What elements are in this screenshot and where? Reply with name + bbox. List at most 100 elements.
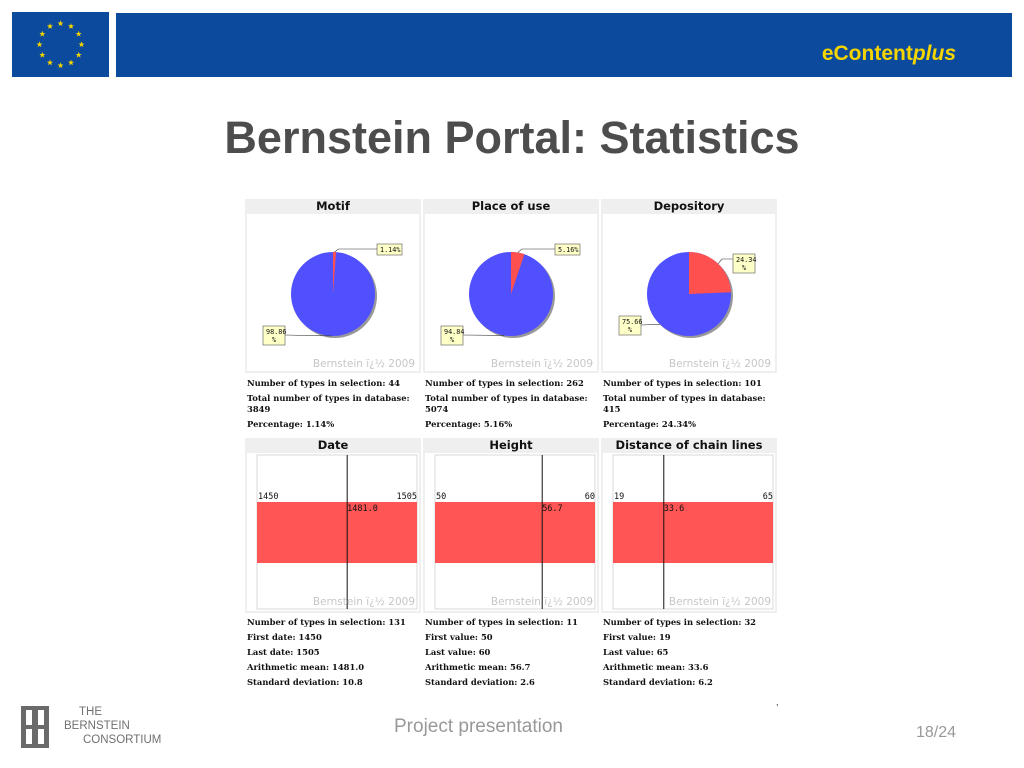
footer-caption: Project presentation <box>394 716 563 737</box>
chart-title: Date <box>317 438 349 452</box>
watermark-text: Bernstein ï¿½ 2009 <box>669 358 771 370</box>
stats-motif: Number of types in selection: 44 Total n… <box>247 378 425 434</box>
leader-line <box>334 248 377 253</box>
flag-star-icon <box>39 30 46 37</box>
leader-line <box>284 334 332 337</box>
chart-panel-height: Height 50 60 56.7 Bernstein ï¿½ 2009 <box>423 438 599 613</box>
stat-line: Number of types in selection: 11 <box>425 617 578 627</box>
flag-star-icon <box>57 62 64 69</box>
bernstein-logo-icon <box>21 706 49 748</box>
stat-line: Percentage: 1.14% <box>247 419 335 429</box>
range-chart-date: 1450 1505 1481.0 Bernstein ï¿½ 2009 <box>256 454 418 610</box>
slice-label-text: % <box>628 326 632 334</box>
range-chart-chain-lines: 19 65 33.6 Bernstein ï¿½ 2009 <box>612 454 774 610</box>
min-label: 50 <box>436 492 446 502</box>
page-number: 18/24 <box>916 724 957 741</box>
stats-depository: Number of types in selection: 101 Total … <box>603 378 781 434</box>
pie-chart-depository: 24.34%75.66%Bernstein ï¿½ 2009 <box>618 252 771 370</box>
stat-line: Last date: 1505 <box>247 647 320 657</box>
pie-slice-selected <box>511 252 525 294</box>
watermark-text: Bernstein ï¿½ 2009 <box>491 596 593 608</box>
stat-line: Last value: 65 <box>603 647 669 657</box>
stat-line: First value: 19 <box>603 632 671 642</box>
flag-star-icon <box>67 59 75 66</box>
slice-label-text: 98.86 <box>266 328 286 336</box>
flag-star-icon <box>67 23 75 29</box>
flag-star-icon <box>75 51 82 58</box>
stat-line: First value: 50 <box>425 632 493 642</box>
slice-label-text: 94.84 <box>444 328 464 336</box>
flag-star-icon <box>46 23 54 29</box>
stat-line: Last value: 60 <box>425 647 491 657</box>
flag-star-icon <box>36 41 43 48</box>
pie-chart-motif: 1.14% 98.86% Bernstein ï¿½ 2009 <box>262 243 415 370</box>
mean-label: 1481.0 <box>347 504 378 514</box>
stat-line: Arithmetic mean: 1481.0 <box>247 662 365 672</box>
leader-line <box>517 248 555 253</box>
stats-place-of-use: Number of types in selection: 262 Total … <box>425 378 603 434</box>
leader-line <box>640 324 660 326</box>
range-chart-height: 50 60 56.7 Bernstein ï¿½ 2009 <box>434 454 596 610</box>
mean-label: 56.7 <box>542 504 562 514</box>
flag-star-icon <box>78 41 85 48</box>
stat-line: Standard deviation: 6.2 <box>603 677 713 687</box>
chart-title: Motif <box>316 199 350 213</box>
stat-line: Number of types in selection: 44 <box>247 378 400 388</box>
chart-title: Depository <box>653 199 725 213</box>
stat-line: Arithmetic mean: 56.7 <box>425 662 531 672</box>
consortium-name: THE BERNSTEIN CONSORTIUM <box>64 706 162 746</box>
pie-slice-selected <box>689 252 731 294</box>
stat-line: Percentage: 5.16% <box>425 419 513 429</box>
chart-panel-depository: Depository 24.34% 75.66% Bernstein ï¿½ 200… <box>601 199 777 373</box>
slice-label: 24.34% <box>732 253 756 274</box>
flag-star-icon <box>75 30 82 37</box>
slice-label: 75.66% <box>618 315 642 336</box>
chart-panel-motif: Motif 1.14% 98.86% Bernstein ï¿½ 2009 <box>245 199 421 373</box>
min-label: 1450 <box>258 492 278 502</box>
slice-label-text: 75.66 <box>622 318 642 326</box>
chart-panel-date: Date 1450 1505 1481.0 Bernstein ï¿½ 2009 <box>245 438 421 613</box>
stat-line: Total number of types in database: 5074 <box>425 393 588 414</box>
slice-label-text: 5.16% <box>558 246 578 254</box>
chart-title: Distance of chain lines <box>615 438 763 452</box>
stats-date: Number of types in selection: 131 First … <box>247 617 425 692</box>
range-bar <box>435 502 595 563</box>
stat-line: First date: 1450 <box>247 632 322 642</box>
stat-line: Number of types in selection: 262 <box>425 378 584 388</box>
stats-chain-lines: Number of types in selection: 32 First v… <box>603 617 781 692</box>
stat-line: Standard deviation: 10.8 <box>247 677 363 687</box>
slice-label: 1.14% <box>376 243 403 256</box>
slice-label: 98.86% <box>262 325 286 346</box>
flag-star-icon <box>57 20 64 27</box>
slice-label-text: % <box>272 336 276 344</box>
stat-line: Number of types in selection: 131 <box>247 617 406 627</box>
stat-line: Percentage: 24.34% <box>603 419 696 429</box>
range-bar <box>613 502 773 563</box>
stat-line: Number of types in selection: 32 <box>603 617 756 627</box>
header-band: eContentplus <box>116 13 1012 77</box>
eu-flag-logo <box>12 12 109 77</box>
leader-line <box>717 258 733 264</box>
chart-panel-chain-lines: Distance of chain lines 19 65 33.6 Bernstei… <box>601 438 777 613</box>
max-label: 65 <box>763 492 773 502</box>
slice-label: 5.16% <box>554 243 581 256</box>
slice-label-text: 24.34 <box>736 256 756 264</box>
stat-line: Arithmetic mean: 33.6 <box>603 662 709 672</box>
flag-star-icon <box>39 51 46 58</box>
pie-slice-selected <box>333 252 337 294</box>
chart-title: Height <box>489 438 533 452</box>
watermark-text: Bernstein ï¿½ 2009 <box>313 596 415 608</box>
slide-title: Bernstein Portal: Statistics <box>224 112 800 163</box>
watermark-text: Bernstein ï¿½ 2009 <box>669 596 771 608</box>
flag-star-icon <box>46 59 54 66</box>
stat-line: Number of types in selection: 101 <box>603 378 762 388</box>
mean-label: 33.6 <box>664 504 684 514</box>
watermark-text: Bernstein ï¿½ 2009 <box>491 358 593 370</box>
stat-line: Total number of types in database: 415 <box>603 393 766 414</box>
slice-label-text: 1.14% <box>380 246 400 254</box>
max-label: 60 <box>585 492 595 502</box>
max-label: 1505 <box>397 492 417 502</box>
stat-line: Total number of types in database: 3849 <box>247 393 410 414</box>
chart-title: Place of use <box>471 199 551 213</box>
slice-label-text: % <box>450 336 454 344</box>
